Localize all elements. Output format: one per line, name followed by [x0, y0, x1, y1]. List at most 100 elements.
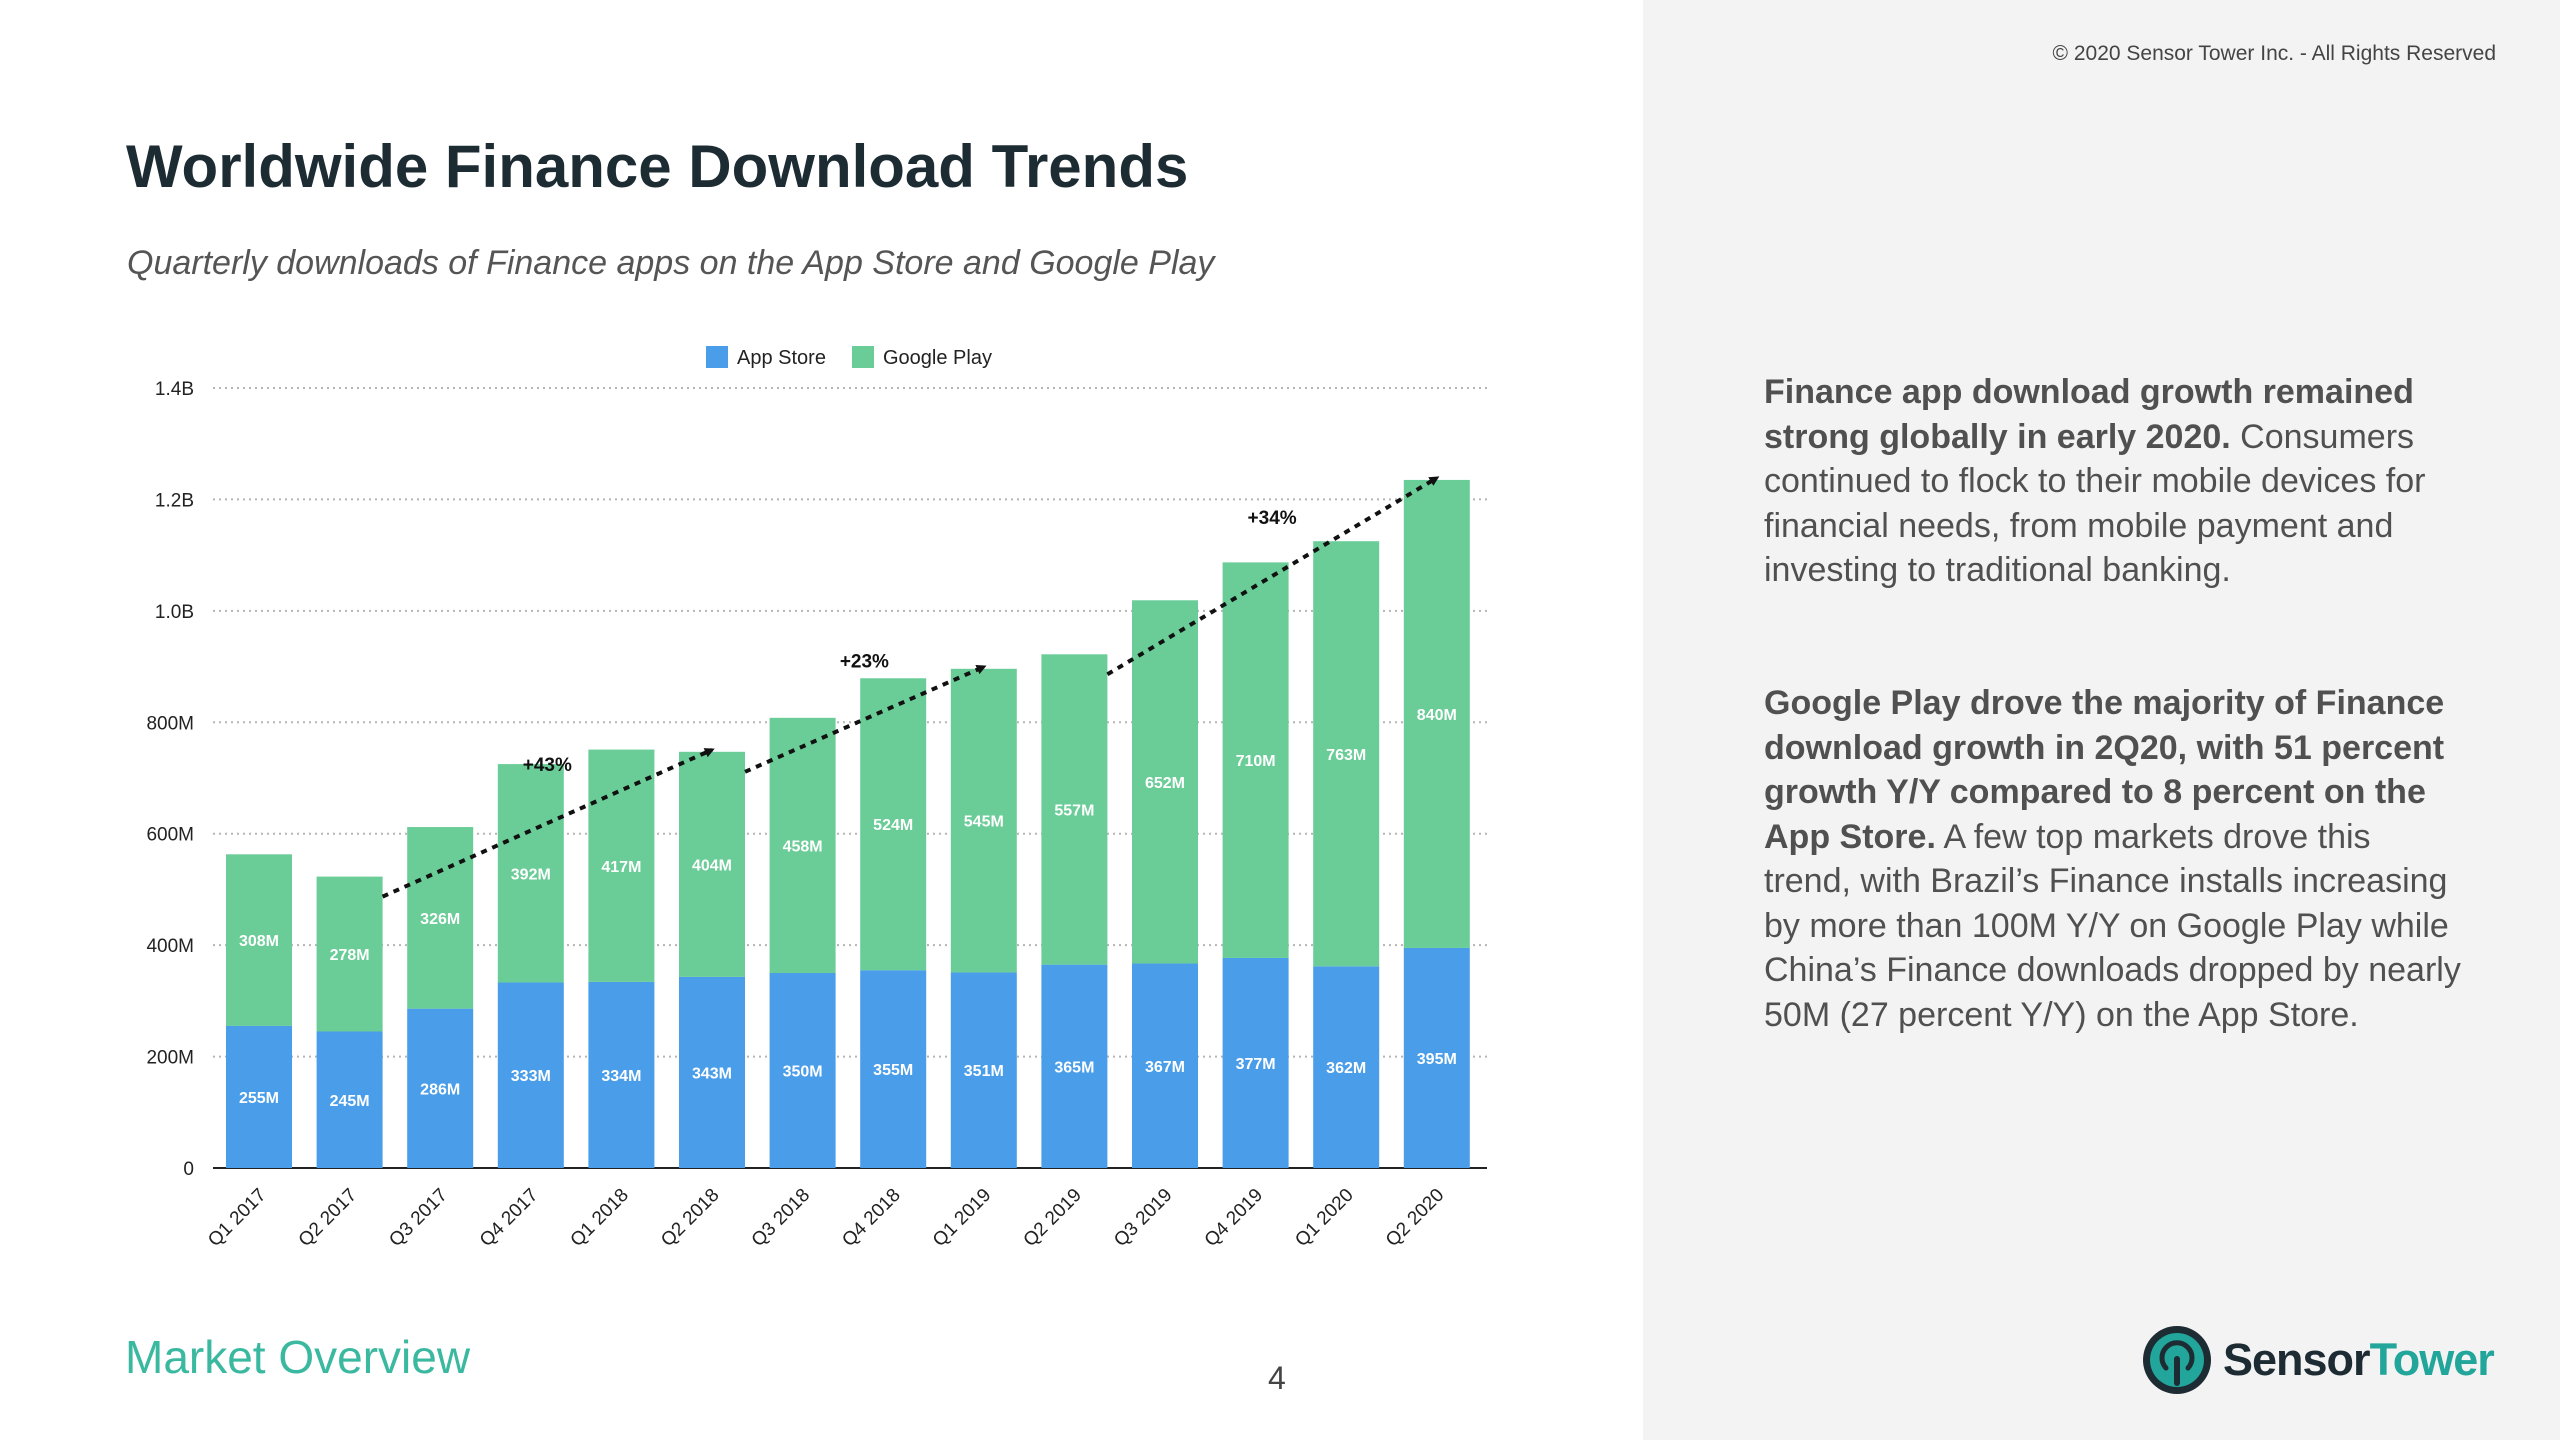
bar-app-store — [497, 982, 564, 1168]
logo-wordmark: SensorTower — [2223, 1334, 2495, 1386]
x-tick-label: Q3 2019 — [1110, 1185, 1176, 1251]
data-label-app-store: 362M — [1326, 1060, 1366, 1077]
bar-google-play — [226, 854, 292, 1026]
bar-app-store — [1222, 957, 1289, 1168]
x-tick-label: Q2 2018 — [657, 1185, 723, 1251]
growth-arrow — [1106, 476, 1440, 677]
x-tick-label: Q3 2017 — [385, 1185, 451, 1251]
data-label-app-store: 365M — [1054, 1059, 1094, 1076]
bar-app-store — [950, 972, 1017, 1168]
data-label-google-play: 710M — [1236, 753, 1276, 770]
sensor-tower-logo: SensorTower — [2141, 1320, 2495, 1400]
x-tick-label: Q1 2020 — [1291, 1185, 1357, 1251]
legend-label-app-store: App Store — [737, 347, 826, 369]
y-tick-label: 1.2B — [155, 490, 194, 511]
y-tick-label: 1.0B — [155, 602, 194, 623]
data-label-google-play: 326M — [420, 911, 460, 928]
bar-google-play — [1403, 479, 1470, 948]
bar-google-play — [860, 678, 927, 971]
y-tick-label: 200M — [146, 1048, 194, 1069]
y-tick-label: 1.4B — [155, 379, 194, 400]
data-label-google-play: 763M — [1326, 747, 1366, 764]
bar-google-play — [316, 876, 383, 1032]
x-tick-label: Q4 2019 — [1201, 1185, 1267, 1251]
insight-paragraph-2: Google Play drove the majority of Financ… — [1764, 681, 2464, 1037]
insight-2-bold: Google Play drove the majority of Financ… — [1764, 684, 2445, 856]
insight-2-text: A few top markets drove this trend, with… — [1764, 817, 2461, 1034]
bar-app-store — [588, 981, 655, 1168]
bar-google-play — [1222, 562, 1289, 958]
growth-annotation-label: +34% — [1248, 508, 1297, 529]
bar-app-store — [407, 1008, 474, 1168]
bar-google-play — [679, 751, 745, 977]
data-label-google-play: 392M — [511, 866, 551, 883]
bar-app-store — [1041, 964, 1108, 1168]
bar-app-store — [860, 970, 927, 1168]
data-label-google-play: 404M — [692, 857, 732, 874]
data-label-google-play: 840M — [1417, 707, 1457, 724]
bar-google-play — [407, 827, 474, 1009]
data-label-app-store: 355M — [873, 1062, 913, 1079]
growth-arrow — [381, 747, 715, 899]
growth-annotation-label: +23% — [840, 651, 889, 672]
x-tick-label: Q3 2018 — [748, 1185, 814, 1251]
data-label-app-store: 245M — [330, 1093, 370, 1110]
y-tick-label: 0 — [183, 1159, 194, 1180]
section-name: Market Overview — [125, 1331, 471, 1383]
bar-app-store — [1313, 966, 1380, 1168]
bar-app-store — [679, 976, 745, 1168]
x-tick-label: Q4 2017 — [476, 1185, 542, 1251]
data-label-google-play: 557M — [1054, 802, 1094, 819]
data-label-app-store: 395M — [1417, 1051, 1457, 1068]
logo-word-sensor: Sensor — [2223, 1334, 2371, 1385]
y-tick-label: 400M — [146, 936, 194, 957]
data-label-app-store: 286M — [420, 1081, 460, 1098]
x-tick-label: Q1 2019 — [929, 1185, 995, 1251]
x-tick-label: Q4 2018 — [838, 1185, 904, 1251]
data-label-google-play: 278M — [330, 947, 370, 964]
bar-app-store — [226, 1025, 292, 1168]
bar-google-play — [769, 717, 836, 973]
y-tick-label: 600M — [146, 825, 194, 846]
legend-swatch-app-store — [706, 346, 728, 368]
insight-1-text: Consumers continued to flock to their mo… — [1764, 417, 2426, 590]
growth-annotation-label: +43% — [523, 755, 572, 776]
page-title: Worldwide Finance Download Trends — [126, 133, 1189, 200]
x-tick-label: Q2 2019 — [1020, 1185, 1086, 1251]
data-label-app-store: 333M — [511, 1068, 551, 1085]
data-label-app-store: 351M — [964, 1063, 1004, 1080]
data-label-app-store: 377M — [1236, 1056, 1276, 1073]
bar-app-store — [769, 973, 836, 1168]
x-tick-label: Q2 2017 — [295, 1185, 361, 1251]
data-label-google-play: 545M — [964, 814, 1004, 831]
bar-google-play — [1041, 654, 1108, 965]
data-label-google-play: 417M — [601, 859, 641, 876]
growth-arrow — [744, 664, 987, 774]
bar-google-play — [588, 749, 655, 982]
bar-app-store — [316, 1031, 383, 1168]
data-label-app-store: 255M — [239, 1090, 279, 1107]
x-tick-label: Q1 2018 — [567, 1185, 633, 1251]
data-label-app-store: 350M — [783, 1064, 823, 1081]
data-label-app-store: 343M — [692, 1065, 732, 1082]
bar-google-play — [1313, 541, 1380, 967]
copyright-notice: © 2020 Sensor Tower Inc. - All Rights Re… — [2052, 42, 2496, 65]
logo-word-tower: Tower — [2369, 1334, 2495, 1385]
data-label-google-play: 308M — [239, 933, 279, 950]
bar-app-store — [1403, 947, 1470, 1168]
legend-label-google-play: Google Play — [883, 347, 992, 369]
data-label-google-play: 652M — [1145, 775, 1185, 792]
right-panel — [1643, 0, 2560, 1440]
bar-app-store — [1132, 963, 1198, 1168]
legend-swatch-google-play — [852, 346, 874, 368]
insight-paragraph-1: Finance app download growth remained str… — [1764, 370, 2464, 593]
bar-google-play — [1132, 600, 1198, 964]
x-tick-label: Q1 2017 — [204, 1185, 270, 1251]
page-number: 4 — [1268, 1360, 1286, 1396]
downloads-chart: 0 200M 400M 600M 800M 1.0B 1.2B 1.4B 255M 308M Q1 … — [146, 346, 1487, 1251]
bar-google-play — [950, 668, 1017, 973]
data-label-app-store: 367M — [1145, 1059, 1185, 1076]
page-subtitle: Quarterly downloads of Finance apps on t… — [127, 244, 1215, 282]
insight-1-bold: Finance app download growth remained str… — [1764, 373, 2414, 456]
sensor-tower-logo-icon — [2143, 1326, 2211, 1394]
